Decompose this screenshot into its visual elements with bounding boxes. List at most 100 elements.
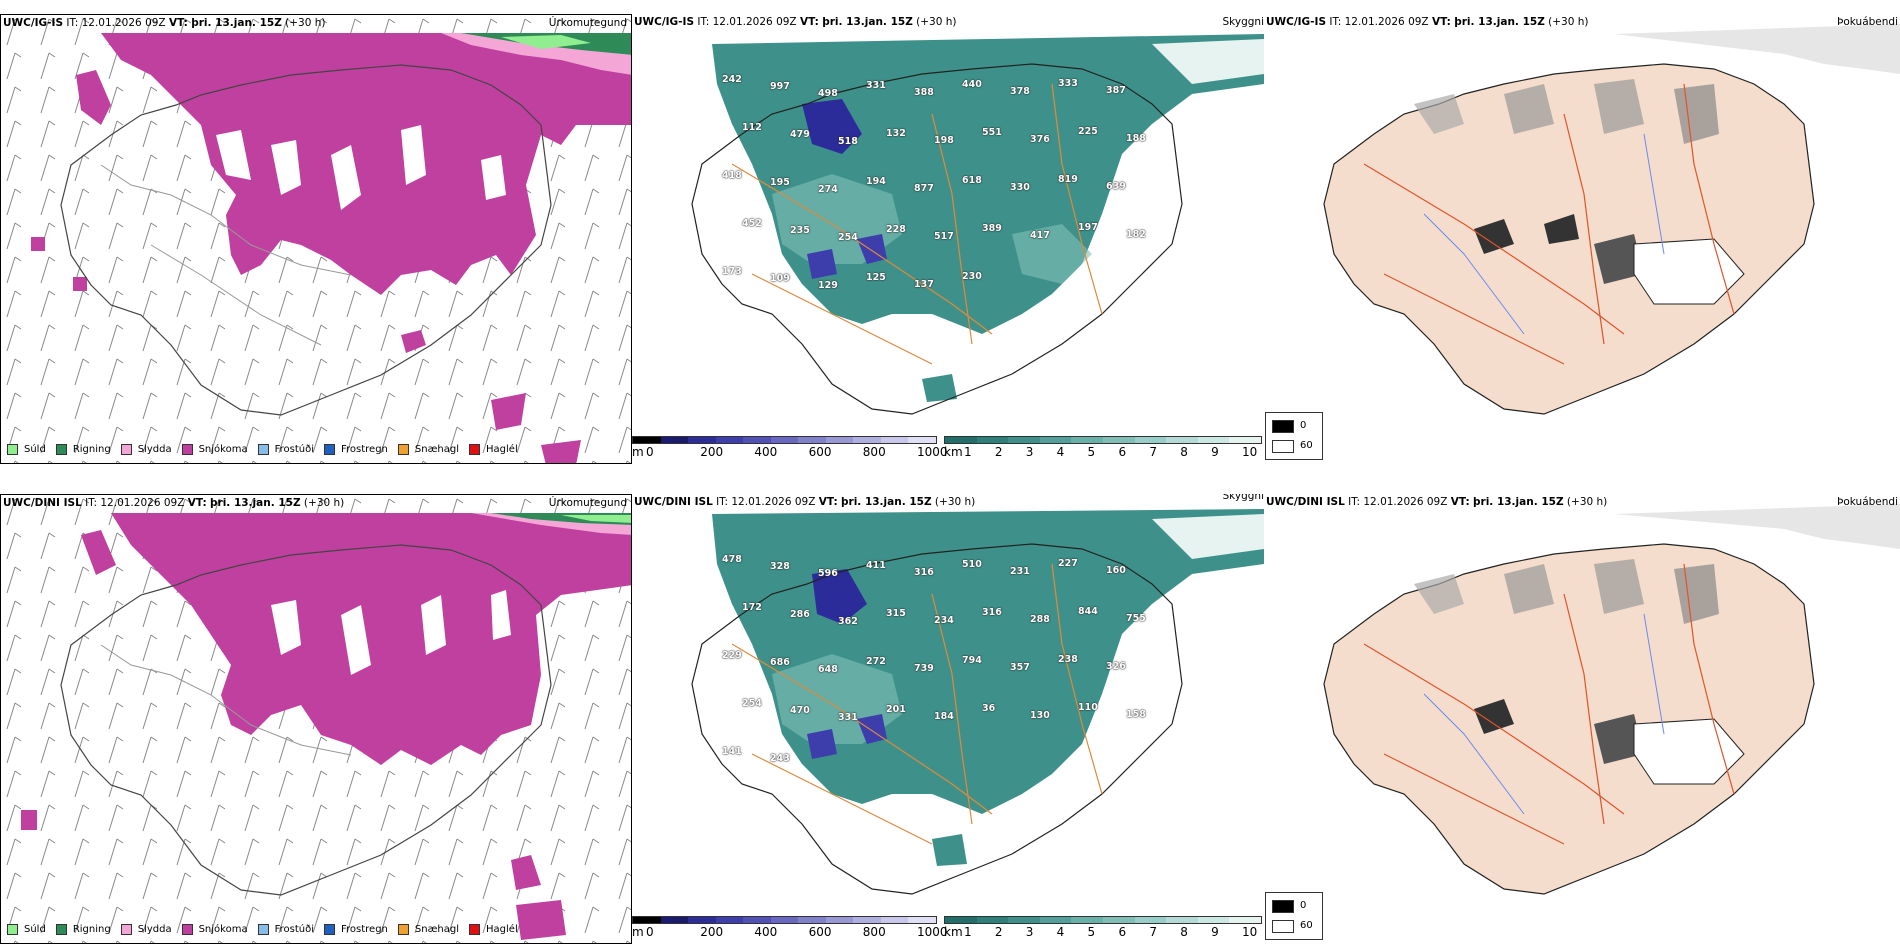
colorbar-segment — [660, 917, 689, 923]
colorbar-tick-label: 2 — [994, 445, 1003, 459]
colorbar-segment — [908, 437, 937, 443]
cloud-base-value-label: 387 — [1106, 85, 1126, 96]
precip-legend-swatch — [324, 924, 335, 935]
precip-legend-item: Snjókoma — [181, 444, 248, 455]
colorbar-tick-label: 9 — [1211, 925, 1219, 939]
cloud-base-value-label: 182 — [1126, 229, 1146, 240]
cloud-base-value-label: 188 — [1126, 133, 1146, 144]
cloud-base-value-label: 378 — [1010, 86, 1030, 97]
panel-title-fog: Þokuábendi — [1837, 496, 1898, 508]
run-header-bottom-vis: UWC/DINI ISL IT: 12.01.2026 09Z VT: þri.… — [634, 496, 976, 508]
cloud-base-value-label: 316 — [914, 567, 934, 578]
colorbar-tick-label: 3 — [1025, 445, 1034, 459]
cloud-base-value-label: 479 — [790, 129, 810, 140]
panel-title-fog: Þokuábendi — [1837, 16, 1898, 28]
precip-legend-label: Rigning — [72, 924, 111, 935]
colorbar-segment — [770, 917, 799, 923]
cloud-base-value-label: 36 — [982, 703, 996, 714]
fog-map — [1323, 24, 1900, 415]
visibility-colorbar: km 1 2 3 4 5 6 7 8 9 10 — [944, 436, 1262, 462]
cloud-base-value-label: 243 — [770, 753, 790, 764]
cloud-base-value-label: 794 — [962, 655, 982, 666]
cloud-base-value-label: 254 — [742, 698, 762, 709]
cloud-base-value-label: 470 — [790, 705, 810, 716]
cloud-base-value-label: 510 — [962, 559, 982, 570]
cloud-base-value-label: 316 — [982, 607, 1002, 618]
cloud-base-value-label: 440 — [962, 79, 982, 90]
colorbar-segment — [1134, 917, 1167, 923]
cloud-base-value-label: 819 — [1058, 174, 1078, 185]
cloud-base-value-label: 389 — [982, 223, 1002, 234]
colorbar-segment — [976, 917, 1009, 923]
precip-legend: Súld Rigning Slydda Snjókoma Frostúði Frostre… — [1, 924, 522, 935]
cloud-base-value-label: 197 — [1078, 222, 1098, 233]
colorbar-segment — [1134, 437, 1167, 443]
cloud-base-value-label: 230 — [962, 271, 982, 282]
visibility-map — [691, 509, 1264, 895]
colorbar-tick-label: 1000 — [917, 445, 948, 459]
cloud-base-value-label: 158 — [1126, 709, 1146, 720]
colorbar-segment — [825, 917, 854, 923]
precip-legend-item: Frostregn — [324, 444, 388, 455]
cloud-base-value-label: 452 — [742, 218, 762, 229]
colorbar-tick-label: 8 — [1180, 925, 1188, 939]
cloud-base-value-label: 225 — [1078, 126, 1098, 137]
precip-type-map — [1, 15, 631, 463]
colorbar-segment — [880, 437, 909, 443]
colorbar-segment — [1039, 917, 1072, 923]
fog-legend-max-swatch — [1272, 440, 1294, 453]
cloud-base-value-label: 331 — [866, 80, 886, 91]
precip-legend-item: Súld — [7, 924, 46, 935]
colorbar-tick-label: 10 — [1242, 445, 1258, 459]
colorbar-segment — [633, 917, 661, 923]
colorbar-tick-label: 3 — [1025, 925, 1034, 939]
cloud-base-value-label: 109 — [770, 273, 790, 284]
cloud-base-value-label: 596 — [818, 568, 838, 579]
precip-legend-label: Snæhagl — [414, 924, 460, 935]
cloud-base-value-label: 357 — [1010, 662, 1030, 673]
run-header-bottom-fog: UWC/DINI ISL IT: 12.01.2026 09Z VT: þri.… — [1266, 496, 1608, 508]
cloud-base-value-label: 229 — [722, 650, 742, 661]
cloud-base-value-label: 286 — [790, 609, 810, 620]
precip-legend-item: Frostúði — [257, 444, 314, 455]
colorbar-segment — [1071, 917, 1103, 923]
colorbar-tick-label: 10 — [1242, 925, 1258, 939]
precip-legend-item: Snæhagl — [397, 924, 460, 935]
cloud-base-value-label: 518 — [838, 136, 858, 147]
colorbar-tick-label: 800 — [862, 925, 886, 939]
precip-legend-label: Rigning — [72, 444, 111, 455]
cloud-base-value-label: 498 — [818, 88, 838, 99]
precip-legend-item: Rigning — [55, 444, 111, 455]
colorbar-segment — [1071, 437, 1103, 443]
colorbar-segment — [743, 437, 771, 443]
colorbar-segment — [798, 917, 826, 923]
colorbar-tick-label: 200 — [700, 925, 724, 939]
colorbar-segment — [1166, 437, 1198, 443]
precip-legend-swatch — [55, 924, 67, 935]
colorbar-tick-label: 8 — [1180, 445, 1188, 459]
colorbar-segment — [1166, 917, 1198, 923]
cloud-base-value-label: 112 — [742, 122, 762, 133]
precip-legend-swatch — [397, 444, 409, 455]
colorbar-segment — [798, 437, 826, 443]
colorbar-tick-label: 600 — [808, 925, 832, 939]
precip-legend-label: Frostregn — [341, 924, 388, 935]
colorbar-segment — [715, 437, 744, 443]
colorbar-segment — [1197, 437, 1230, 443]
colorbar-tick-label: 400 — [754, 925, 778, 939]
colorbar-segment — [1008, 437, 1040, 443]
cloud-base-value-label: 331 — [838, 712, 858, 723]
cloud-base-value-label: 173 — [722, 266, 742, 277]
colorbar-segment — [688, 437, 716, 443]
cloud-base-value-label: 201 — [886, 704, 906, 715]
cloud-base-value-label: 288 — [1030, 614, 1050, 625]
colorbar-tick-label: 400 — [754, 445, 778, 459]
precip-legend-item: Haglél — [469, 924, 518, 935]
cloud-base-value-label: 739 — [914, 663, 934, 674]
visibility-panel-top: 242 997 498 331 388 440 378 333 387 112 479 518 132 1… — [632, 14, 1264, 464]
precip-legend-swatch — [397, 924, 409, 935]
cloud-base-value-label: 877 — [914, 183, 934, 194]
cloud-base-value-label: 242 — [722, 74, 742, 85]
precip-legend-item: Snæhagl — [397, 444, 459, 455]
precip-legend-item: Súld — [7, 444, 46, 455]
